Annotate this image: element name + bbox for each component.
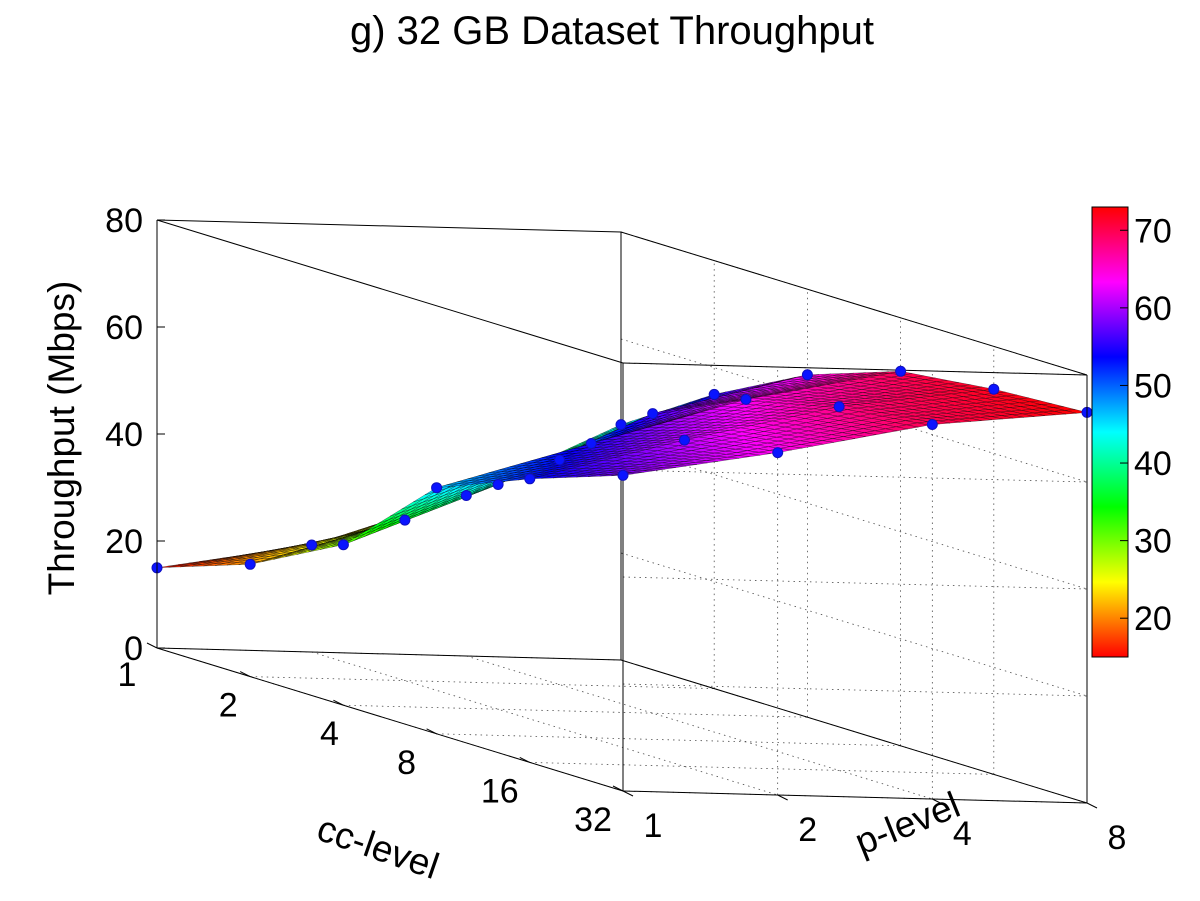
grid-line-z-right-3 [622, 469, 1088, 483]
data-points [151, 365, 1093, 574]
cc-tick-label-5: 32 [574, 801, 612, 839]
z-tick-label-0: 0 [124, 630, 143, 668]
chart-title: g) 32 GB Dataset Throughput [350, 9, 874, 53]
grid-line-cc-floor-3 [436, 733, 901, 747]
data-point-p1-cc4 [337, 539, 349, 551]
data-point-p4-cc2 [554, 454, 565, 466]
data-point-p4-cc16 [833, 401, 845, 413]
colorbar-tick-label-3: 50 [1134, 367, 1172, 405]
cc-tick-label-3: 8 [397, 744, 416, 782]
data-point-p1-cc2 [244, 558, 256, 570]
data-point-p8-cc4 [801, 369, 813, 381]
data-point-p8-cc1 [615, 419, 627, 431]
grid-line-p-floor-1 [311, 651, 778, 796]
p-tick-mark-3 [1086, 802, 1098, 809]
z-axis-label: Throughput (Mbps) [41, 281, 82, 596]
cc-tick-label-2: 4 [320, 715, 339, 753]
data-point-p8-cc8 [895, 365, 907, 377]
data-point-p2-cc1 [306, 539, 318, 551]
data-point-p2-cc16 [679, 434, 690, 446]
x-axis-label: cc-level [312, 807, 444, 887]
cc-tick-mark-3 [426, 728, 437, 735]
colorbar-tick-label-1: 30 [1134, 523, 1172, 561]
box-edge-top-back [620, 231, 1088, 376]
box-edge-top-front [156, 219, 624, 364]
data-point-p2-cc4 [492, 479, 504, 490]
data-point-p8-cc2 [708, 388, 720, 400]
axis-grid [156, 231, 1088, 804]
axis-ticks: 0 20 40 60 80 1 2 4 8 16 32 1 2 4 8 [105, 202, 1126, 857]
grid-line-z-back-1 [620, 552, 1088, 697]
colorbar-gradient [1091, 206, 1129, 658]
box-edge-floor-left [156, 647, 622, 661]
cc-tick-label-0: 1 [118, 656, 137, 694]
data-point-p4-cc8 [740, 393, 752, 405]
colorbar: 20 30 40 50 60 70 [1091, 206, 1172, 658]
data-point-p1-cc8 [431, 482, 443, 494]
data-point-p1-cc16 [524, 473, 536, 485]
colorbar-tick-label-2: 40 [1134, 445, 1172, 483]
grid-line-z-right-2 [622, 576, 1088, 590]
surface-mesh [156, 371, 1088, 569]
p-tick-mark-0 [622, 790, 634, 797]
grid-line-z-right-1 [622, 683, 1088, 697]
axis-box-front [156, 220, 1088, 804]
y-axis-label: p-level [849, 784, 965, 863]
cc-tick-mark-5 [612, 785, 624, 792]
cc-tick-label-1: 2 [219, 687, 238, 725]
data-point-p4-cc1 [460, 490, 472, 501]
colorbar-tick-label-5: 70 [1134, 212, 1172, 250]
p-tick-mark-1 [777, 794, 788, 801]
grid-line-z-back-2 [620, 445, 1088, 590]
data-point-p4-cc32 [926, 419, 938, 430]
cc-tick-mark-0 [146, 642, 158, 649]
box-edge-floor-back [620, 659, 1088, 804]
z-tick-label-2: 40 [105, 416, 143, 454]
p-tick-label-3: 8 [1108, 819, 1127, 857]
cc-tick-mark-2 [333, 699, 344, 706]
data-point-p2-cc32 [772, 447, 784, 459]
grid-line-cc-floor-4 [529, 762, 994, 775]
box-edge-floor-cc [156, 647, 624, 792]
cc-tick-mark-1 [239, 671, 251, 678]
p-tick-mark-2 [932, 798, 943, 805]
box-edge-floor-p [622, 790, 1088, 804]
data-point-p2-cc2 [399, 514, 411, 526]
colorbar-tick-label-4: 60 [1134, 290, 1172, 328]
z-tick-label-4: 80 [105, 202, 143, 240]
cc-tick-label-4: 16 [481, 772, 519, 810]
z-tick-label-3: 60 [105, 309, 143, 347]
p-tick-label-2: 4 [953, 815, 972, 853]
p-tick-label-0: 1 [644, 807, 663, 845]
data-point-p2-cc8 [585, 438, 597, 449]
cc-tick-mark-4 [519, 756, 531, 763]
grid-line-p-floor-2 [466, 655, 933, 800]
colorbar-tick-label-0: 20 [1134, 600, 1172, 638]
box-edge-top-left [156, 219, 622, 233]
grid-line-cc-floor-1 [250, 676, 715, 689]
grid-line-cc-floor-2 [343, 704, 808, 718]
data-point-p4-cc4 [647, 408, 659, 420]
z-tick-label-1: 20 [105, 523, 143, 561]
p-tick-label-1: 2 [798, 811, 817, 849]
axis-box-back [156, 219, 1088, 804]
data-point-p1-cc32 [617, 469, 629, 481]
data-point-p8-cc16 [988, 383, 1000, 395]
box-edge-top-right [622, 362, 1088, 376]
